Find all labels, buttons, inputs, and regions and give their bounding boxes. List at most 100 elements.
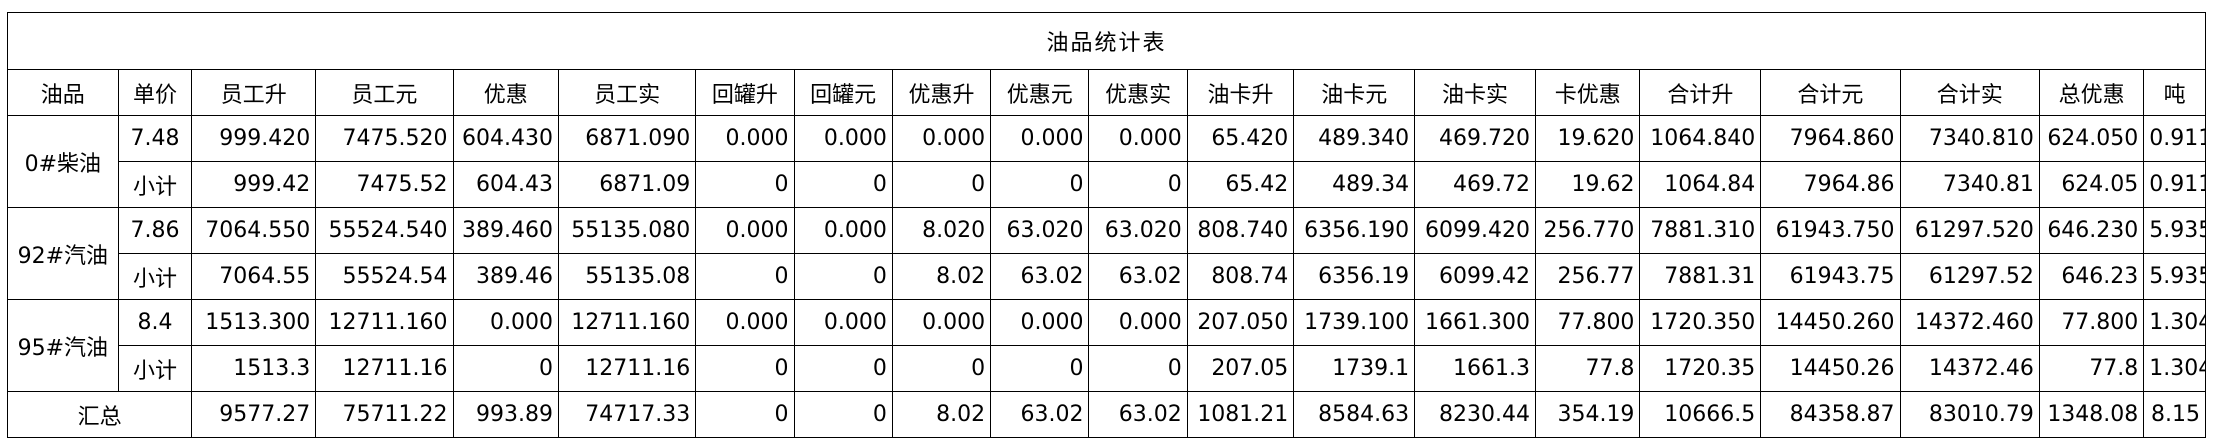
subtotal-cell: 0: [891, 345, 992, 392]
data-cell: 6871.090: [557, 115, 697, 162]
subtotal-cell: 7964.86: [1760, 161, 1901, 208]
data-cell: 0.000: [452, 299, 559, 346]
subtotal-cell: 1064.84: [1639, 161, 1762, 208]
subtotal-cell: 55135.08: [557, 253, 697, 300]
title-row: 油品统计表: [7, 12, 2206, 70]
data-cell: 7340.810: [1899, 115, 2040, 162]
subtotal-cell: 61943.75: [1760, 253, 1901, 300]
data-cell: 0.911: [2143, 115, 2206, 162]
subtotal-cell: 14372.46: [1899, 345, 2040, 392]
grand-total-cell: 354.19: [1534, 391, 1641, 438]
data-cell: 256.770: [1534, 207, 1641, 254]
data-cell: 63.020: [1088, 207, 1188, 254]
column-header: 油卡元: [1293, 69, 1416, 116]
unit-price-cell: 8.4: [117, 299, 193, 346]
subtotal-cell: 469.72: [1414, 161, 1536, 208]
grand-total-cell: 75711.22: [315, 391, 454, 438]
subtotal-cell: 1.304: [2143, 345, 2206, 392]
product-name-cell: 95#汽油: [7, 299, 119, 392]
subtotal-cell: 55524.54: [315, 253, 454, 300]
column-header: 员工升: [191, 69, 317, 116]
data-cell: 77.800: [2038, 299, 2145, 346]
grand-total-cell: 1348.08: [2038, 391, 2145, 438]
subtotal-cell: 63.02: [1088, 253, 1188, 300]
grand-total-cell: 0: [695, 391, 795, 438]
subtotal-label: 小计: [117, 161, 193, 208]
subtotal-label: 小计: [117, 345, 193, 392]
subtotal-cell: 0: [793, 345, 893, 392]
data-cell: 12711.160: [315, 299, 454, 346]
data-cell: 14372.460: [1899, 299, 2040, 346]
subtotal-cell: 0: [891, 161, 992, 208]
product-name-cell: 0#柴油: [7, 115, 119, 208]
data-cell: 8.020: [891, 207, 992, 254]
column-header: 合计实: [1899, 69, 2040, 116]
data-cell: 389.460: [452, 207, 559, 254]
data-cell: 6099.420: [1414, 207, 1536, 254]
header-row: 油品 单价 员工升 员工元 优惠 员工实 回罐升 回罐元 优惠升 优惠元 优惠实 油卡升 油卡元 油卡实卡…: [7, 69, 2206, 116]
subtotal-cell: 0: [793, 161, 893, 208]
data-cell: 0.000: [793, 299, 893, 346]
column-header: 卡优惠: [1534, 69, 1641, 116]
data-cell: 0.000: [793, 207, 893, 254]
subtotal-cell: 1513.3: [191, 345, 317, 392]
subtotal-cell: 808.74: [1186, 253, 1295, 300]
column-header: 回罐元: [793, 69, 893, 116]
data-cell: 207.050: [1186, 299, 1295, 346]
data-cell: 19.620: [1534, 115, 1641, 162]
subtotal-cell: 0: [452, 345, 559, 392]
column-header: 优惠: [452, 69, 559, 116]
subtotal-cell: 0: [1088, 345, 1188, 392]
subtotal-cell: 389.46: [452, 253, 559, 300]
grand-total-cell: 63.02: [1088, 391, 1188, 438]
subtotal-cell: 77.8: [1534, 345, 1641, 392]
product-name-cell: 92#汽油: [7, 207, 119, 300]
data-cell: 0.000: [1088, 299, 1188, 346]
subtotal-cell: 0.911: [2143, 161, 2206, 208]
subtotal-cell: 14450.26: [1760, 345, 1901, 392]
subtotal-cell: 624.05: [2038, 161, 2145, 208]
data-cell: 7475.520: [315, 115, 454, 162]
subtotal-cell: 646.23: [2038, 253, 2145, 300]
subtotal-cell: 489.34: [1293, 161, 1416, 208]
data-cell: 489.340: [1293, 115, 1416, 162]
data-cell: 0.000: [891, 299, 992, 346]
data-cell: 1513.300: [191, 299, 317, 346]
subtotal-cell: 7881.31: [1639, 253, 1762, 300]
subtotal-cell: 604.43: [452, 161, 559, 208]
detail-row: 0#柴油 7.48 999.420 7475.520 604.430 6871.090 0.…: [7, 115, 2206, 208]
column-header: 优惠升: [891, 69, 992, 116]
data-cell: 1720.350: [1639, 299, 1762, 346]
subtotal-cell: 6356.19: [1293, 253, 1416, 300]
subtotal-cell: 1661.3: [1414, 345, 1536, 392]
subtotal-cell: 0: [990, 161, 1090, 208]
subtotal-cell: 6871.09: [557, 161, 697, 208]
grand-total-cell: 83010.79: [1899, 391, 2040, 438]
column-header: 优惠实: [1088, 69, 1188, 116]
data-cell: 1739.100: [1293, 299, 1416, 346]
subtotal-cell: 0: [695, 161, 795, 208]
data-cell: 0.000: [990, 115, 1090, 162]
column-header: 吨: [2143, 69, 2206, 116]
data-cell: 65.420: [1186, 115, 1295, 162]
data-cell: 7964.860: [1760, 115, 1901, 162]
unit-price-cell: 7.86: [117, 207, 193, 254]
oil-statistics-table: 油品统计表 油品 单价 员工升 员工元 优惠 员工实 回罐升 回罐元 优惠升 优惠元 优惠实 油卡升油…: [6, 12, 2206, 438]
data-cell: 5.935: [2143, 207, 2206, 254]
grand-total-cell: 74717.33: [557, 391, 697, 438]
subtotal-cell: 0: [695, 253, 795, 300]
column-header: 油卡升: [1186, 69, 1295, 116]
data-cell: 604.430: [452, 115, 559, 162]
unit-price-cell: 7.48: [117, 115, 193, 162]
column-header: 单价: [117, 69, 193, 116]
data-cell: 6356.190: [1293, 207, 1416, 254]
column-header: 优惠元: [990, 69, 1090, 116]
grand-total-cell: 0: [793, 391, 893, 438]
data-cell: 0.000: [793, 115, 893, 162]
data-cell: 999.420: [191, 115, 317, 162]
data-cell: 0.000: [1088, 115, 1188, 162]
grand-total-cell: 9577.27: [191, 391, 317, 438]
grand-total-cell: 10666.5: [1639, 391, 1762, 438]
data-cell: 469.720: [1414, 115, 1536, 162]
table-title: 油品统计表: [7, 12, 2206, 70]
